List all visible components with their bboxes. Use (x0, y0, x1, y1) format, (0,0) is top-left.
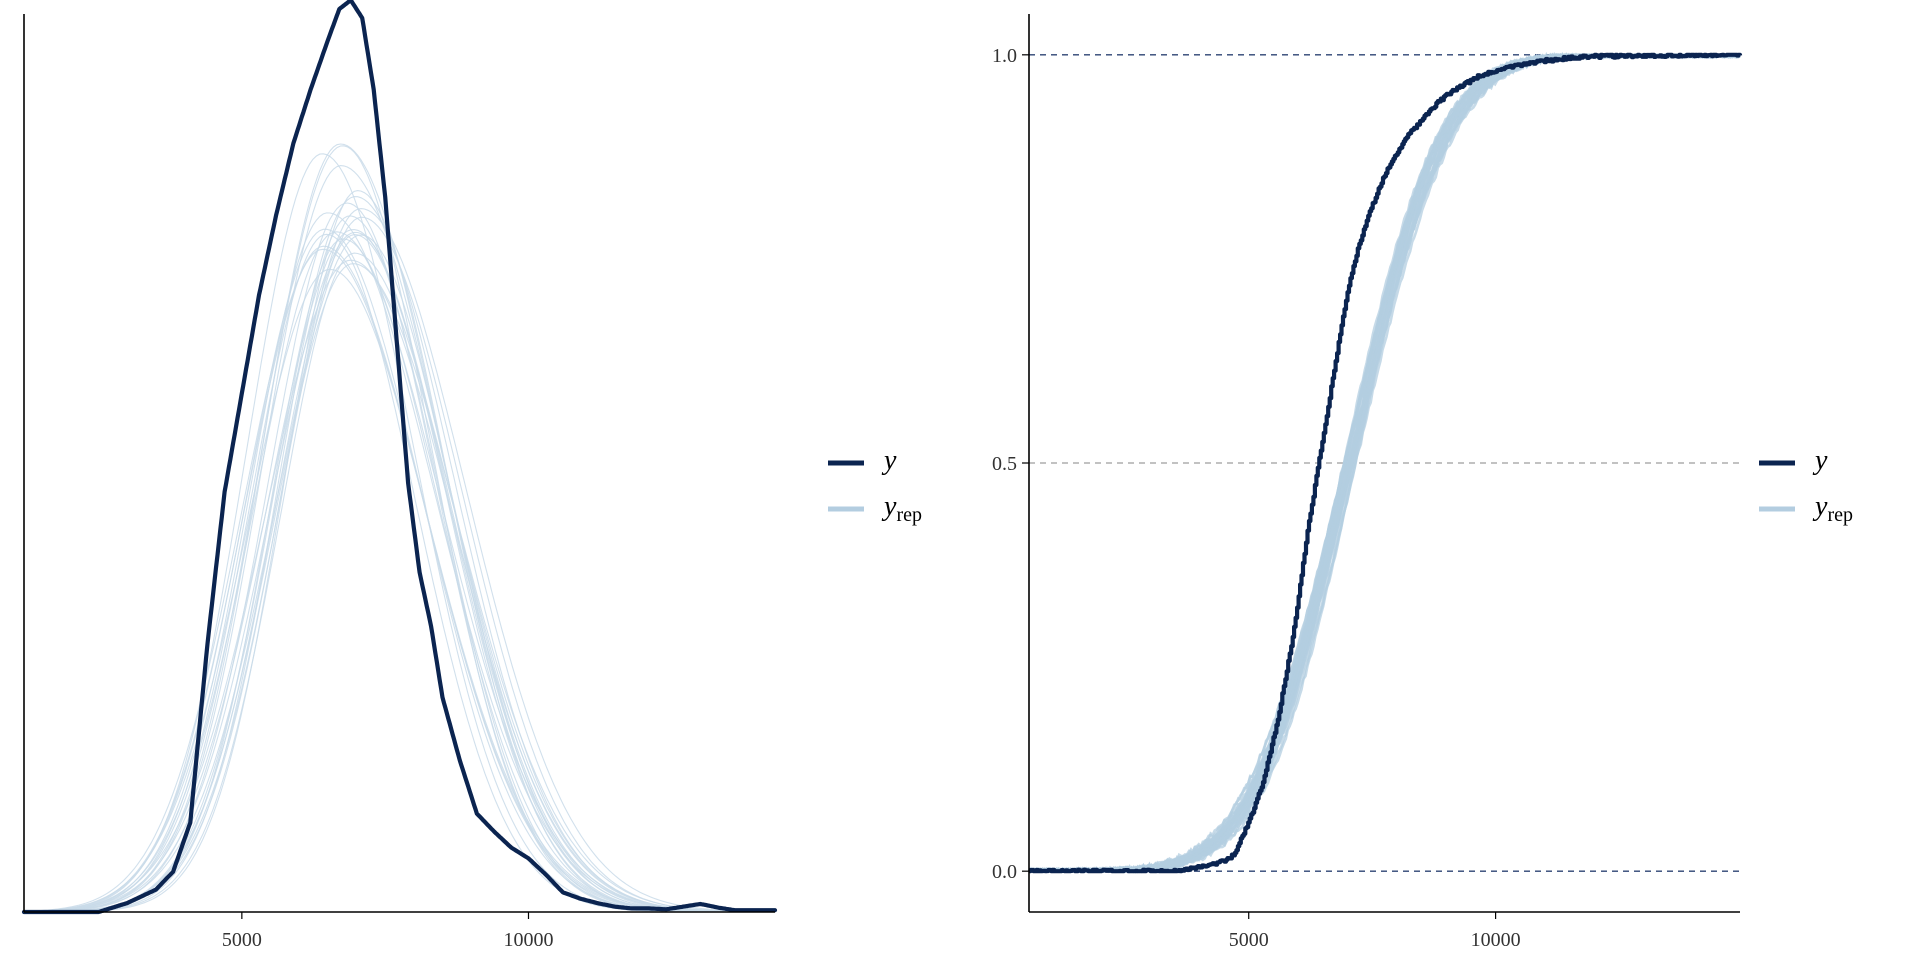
density-replicate-line (24, 231, 774, 913)
ecdf-x-ticks: 5000 10000 (1229, 912, 1521, 951)
density-observed-line (21, 0, 778, 915)
density-replicate-line (23, 229, 774, 913)
ecdf-x-tick-label: 5000 (1229, 929, 1269, 951)
ecdf-observed-line (1028, 52, 1743, 874)
density-replicate-line (24, 234, 774, 913)
density-replicate-line (24, 202, 774, 913)
density-replicate-line (23, 233, 774, 913)
density-replicate-line (24, 263, 774, 913)
ecdf-y-tick-label: 1.0 (992, 45, 1017, 67)
density-replicate-line (24, 143, 774, 913)
legend-label-y: y (1812, 445, 1828, 476)
ecdf-legend: y yrep (1759, 445, 1853, 526)
density-panel: 5000 10000 (21, 0, 778, 951)
ecdf-x-tick-label: 10000 (1471, 929, 1521, 951)
density-replicate-line (24, 196, 774, 913)
density-replicates (23, 143, 774, 913)
density-replicate-line (23, 234, 774, 913)
density-replicate-line (23, 145, 774, 913)
density-x-tick-label: 10000 (503, 929, 553, 951)
density-replicate-line (24, 216, 774, 913)
ecdf-y-ticks: 0.0 0.5 1.0 (992, 45, 1029, 883)
density-replicate-line (23, 228, 774, 913)
density-replicate-line (24, 215, 774, 913)
ecdf-y-tick-label: 0.5 (992, 453, 1017, 475)
density-replicate-line (23, 153, 774, 913)
ecdf-panel: 5000 10000 0.0 0.5 1.0 (992, 14, 1743, 951)
legend-label-yrep: yrep (1812, 491, 1853, 526)
density-legend: y yrep (828, 445, 922, 526)
density-replicate-line (23, 212, 774, 913)
legend-label-yrep: yrep (881, 491, 922, 526)
density-x-tick-label: 5000 (222, 929, 262, 951)
ecdf-reference-lines (1029, 54, 1740, 872)
density-replicate-line (24, 165, 774, 913)
ecdf-y-tick-label: 0.0 (992, 861, 1017, 883)
density-replicate-line (23, 231, 774, 913)
legend-label-y: y (881, 445, 897, 476)
density-replicate-line (24, 190, 774, 913)
density-replicate-line (24, 238, 774, 913)
density-x-ticks: 5000 10000 (222, 912, 553, 951)
